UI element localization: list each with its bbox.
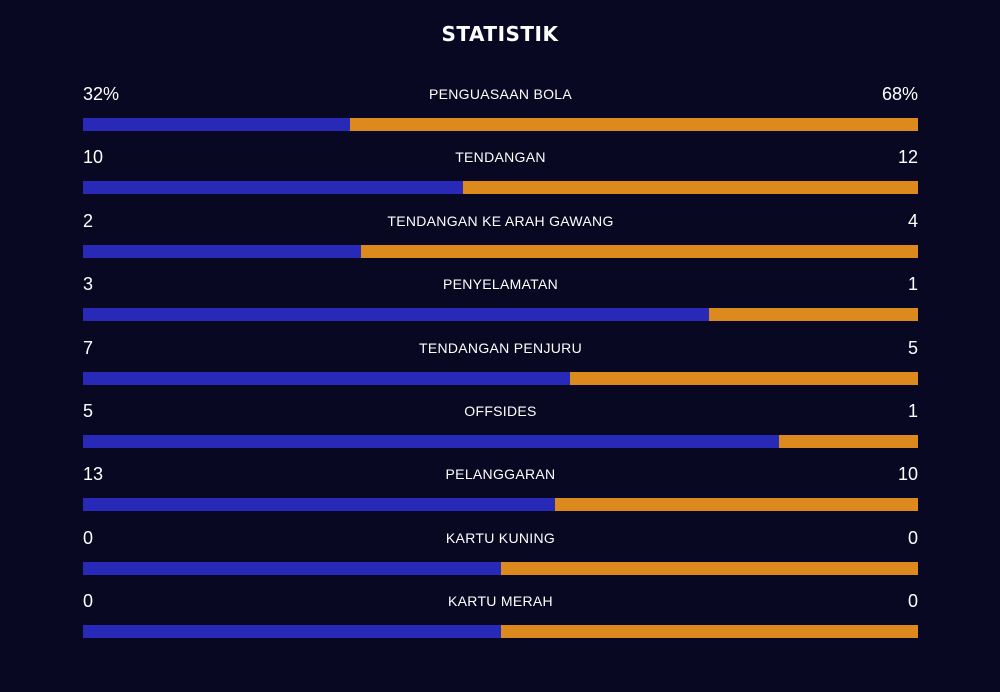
home-bar-segment [83, 244, 362, 258]
home-value: 0 [83, 527, 94, 548]
stat-row: 13 PELANGGARAN 10 [83, 460, 918, 523]
away-value: 1 [907, 400, 918, 421]
home-value: 3 [83, 274, 94, 295]
home-value: 5 [83, 400, 94, 421]
stat-label: TENDANGAN [455, 149, 546, 166]
home-value: 10 [83, 147, 104, 168]
comparison-bar [83, 434, 918, 448]
away-value: 0 [907, 591, 918, 612]
home-value: 0 [83, 591, 94, 612]
home-bar-segment [83, 371, 571, 385]
away-bar-segment [462, 181, 918, 195]
away-value: 5 [907, 337, 918, 358]
stat-row: 10 TENDANGAN 12 [83, 143, 918, 206]
away-value: 4 [907, 210, 918, 231]
stat-label: KARTU KUNING [445, 529, 556, 546]
comparison-bar [83, 561, 918, 575]
away-bar-segment [350, 118, 918, 131]
stat-row: 0 KARTU KUNING 0 [83, 524, 918, 587]
stat-label: OFFSIDES [464, 402, 537, 419]
home-bar-segment [83, 118, 351, 131]
comparison-bar [83, 498, 918, 512]
home-bar-segment [83, 498, 555, 512]
home-bar-segment [83, 561, 501, 575]
home-bar-segment [83, 181, 463, 195]
comparison-bar [83, 371, 918, 385]
away-bar-segment [709, 308, 918, 322]
stat-row: 2 TENDANGAN KE ARAH GAWANG 4 [83, 207, 918, 270]
away-value: 68% [881, 84, 918, 104]
home-value: 7 [83, 337, 94, 358]
away-bar-segment [500, 561, 918, 575]
stat-row: 32% PENGUASAAN BOLA 68% [83, 80, 918, 143]
home-value: 32% [83, 84, 120, 104]
stat-label: KARTU MERAH [448, 593, 553, 610]
comparison-bar [83, 118, 918, 131]
stat-label: TENDANGAN PENJURU [418, 339, 582, 356]
away-bar-segment [570, 371, 918, 385]
stat-row: 7 TENDANGAN PENJURU 5 [83, 334, 918, 397]
comparison-bar [83, 181, 918, 195]
home-bar-segment [83, 434, 779, 448]
stat-label: PENYELAMATAN [442, 276, 559, 293]
comparison-bar [83, 244, 918, 258]
away-bar-segment [500, 625, 918, 639]
away-value: 12 [897, 147, 918, 168]
stat-row: 0 KARTU MERAH 0 [83, 587, 918, 650]
stat-label: TENDANGAN KE ARAH GAWANG [387, 212, 614, 229]
comparison-bar [83, 625, 918, 639]
page-title: STATISTIK [441, 22, 559, 46]
home-value: 2 [83, 210, 94, 231]
stat-label: PENGUASAAN BOLA [429, 86, 572, 102]
away-value: 0 [907, 527, 918, 548]
stat-row: 3 PENYELAMATAN 1 [83, 270, 918, 333]
away-bar-segment [361, 244, 918, 258]
home-bar-segment [83, 308, 710, 322]
home-bar-segment [83, 625, 501, 639]
away-bar-segment [778, 434, 918, 448]
away-value: 10 [897, 464, 918, 485]
away-value: 1 [907, 274, 918, 295]
away-bar-segment [554, 498, 918, 512]
comparison-bar [83, 308, 918, 322]
stats-list: 32% PENGUASAAN BOLA 68% 10 TENDANGAN 12 2 TENDA… [83, 80, 918, 651]
home-value: 13 [83, 464, 104, 485]
stat-label: PELANGGARAN [445, 466, 556, 483]
stat-row: 5 OFFSIDES 1 [83, 397, 918, 460]
